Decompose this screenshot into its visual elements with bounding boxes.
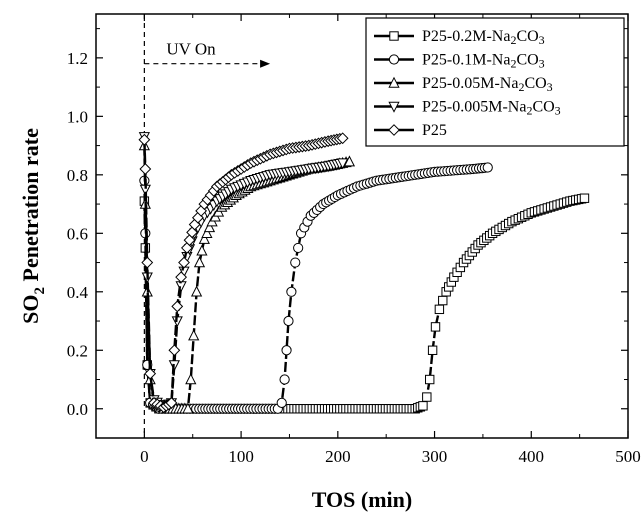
legend-marker [390, 32, 398, 40]
data-point [284, 316, 293, 325]
data-point [428, 346, 436, 354]
data-point [280, 375, 289, 384]
x-tick-label: 400 [519, 447, 545, 466]
x-tick-label: 200 [325, 447, 351, 466]
legend-label: P25-0.1M-Na2CO3 [422, 52, 545, 71]
x-tick-label: 0 [140, 447, 149, 466]
data-point [483, 163, 492, 172]
x-tick-label: 500 [615, 447, 641, 466]
data-point [419, 402, 427, 410]
data-point [282, 346, 291, 355]
annotation-label: UV On [166, 40, 216, 59]
legend-marker [389, 55, 398, 64]
data-point [277, 398, 286, 407]
data-point [294, 243, 303, 252]
y-tick-label: 1.0 [67, 107, 88, 126]
y-tick-label: 0.4 [67, 283, 89, 302]
x-tick-label: 300 [422, 447, 448, 466]
data-point [291, 258, 300, 267]
x-axis-title: TOS (min) [312, 487, 412, 512]
data-point [431, 323, 439, 331]
y-tick-label: 0.0 [67, 400, 88, 419]
legend: P25-0.2M-Na2CO3 P25-0.1M-Na2CO3 P25-0.05M-… [366, 18, 624, 146]
y-tick-label: 0.8 [67, 166, 88, 185]
data-point [287, 287, 296, 296]
legend-label: P25-0.2M-Na2CO3 [422, 28, 545, 47]
data-point [439, 296, 447, 304]
legend-label: P25-0.05M-Na2CO3 [422, 75, 553, 94]
data-point [423, 393, 431, 401]
legend-label: P25 [422, 122, 447, 139]
data-point [435, 305, 443, 313]
y-tick-label: 0.6 [67, 224, 88, 243]
legend-label: P25-0.005M-Na2CO3 [422, 99, 561, 118]
x-tick-label: 100 [228, 447, 254, 466]
data-point [580, 194, 588, 202]
y-tick-label: 0.2 [67, 341, 88, 360]
y-tick-label: 1.2 [67, 49, 88, 68]
data-point [426, 375, 434, 383]
